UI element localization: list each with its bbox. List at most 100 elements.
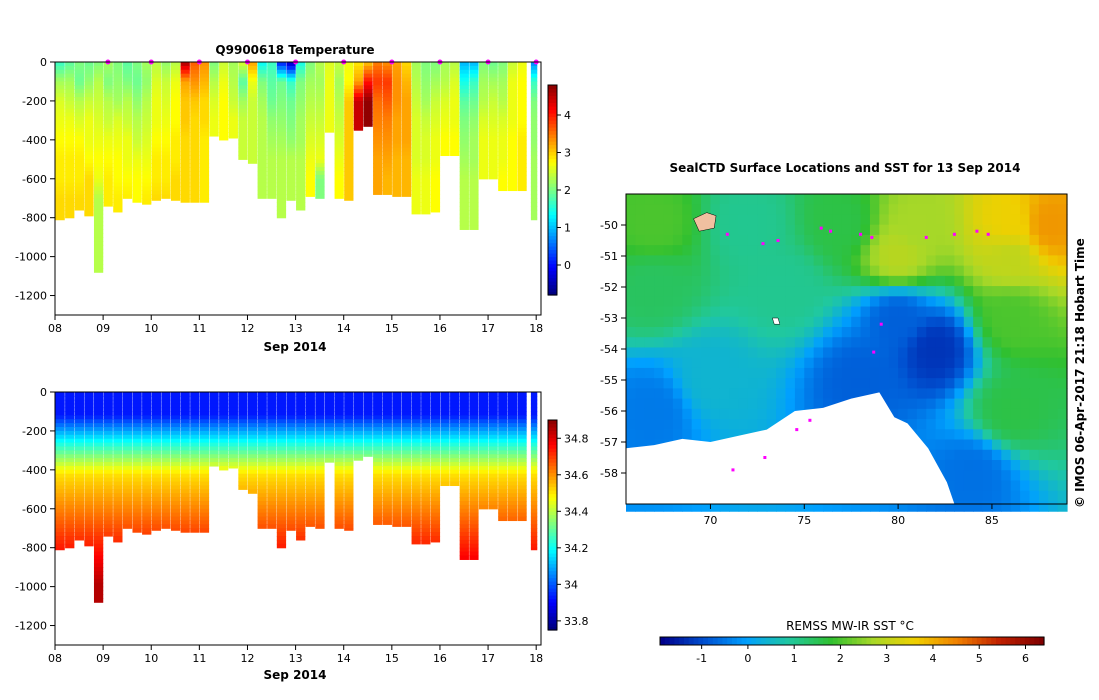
sst-cell [832,224,843,236]
temperature-cell [209,120,219,125]
salinity-cell [257,520,267,525]
salinity-cell [122,430,133,436]
salinity-cell [103,497,113,502]
salinity-cell [247,419,258,424]
salinity-cell [382,395,392,401]
salinity-cell [305,442,315,448]
salinity-cell [190,458,200,463]
salinity-cell [55,450,65,455]
salinity-cell [459,399,469,405]
salinity-cell [122,469,133,475]
sst-cell [982,347,993,359]
salinity-cell [411,438,421,444]
salinity-cell [113,454,123,459]
sst-cell [719,337,730,349]
sst-cell [785,275,796,287]
salinity-cell [334,427,344,432]
temperature-cell [373,81,383,86]
salinity-cell [450,481,460,487]
colorbar-swatch [548,144,557,149]
salinity-cell [113,423,123,428]
temperature-cell [247,147,258,153]
temperature-cell [469,77,479,83]
temperature-cell [411,135,421,141]
salinity-cell [344,528,354,531]
sst-cell [954,296,965,308]
temperature-cell [247,128,258,133]
temperature-cell [344,194,354,199]
sst-cell [663,286,674,297]
salinity-cell [305,469,315,475]
salinity-cell [507,427,518,432]
salinity-cell [65,469,75,475]
temperature-cell [219,93,229,98]
colorbar-swatch [548,420,557,425]
sst-cell [691,234,702,246]
temperature-cell [421,132,431,137]
salinity-cell [93,493,104,498]
salinity-cell [190,462,200,467]
salinity-cell [267,419,277,424]
salinity-cell [315,419,325,424]
temperature-cell [459,104,469,110]
temperature-cell [478,81,489,86]
temperature-cell [180,65,190,71]
salinity-cell [517,419,527,424]
temperature-cell [305,85,315,90]
temperature-cell [151,77,161,83]
sst-cell [766,337,777,349]
salinity-cell [132,520,142,525]
sst-cell [991,500,1002,512]
temperature-cell [199,198,210,203]
sst-cell [757,275,768,287]
salinity-cell [382,399,392,405]
salinity-cell [517,493,527,498]
salinity-cell [459,524,469,529]
temperature-cell [103,77,113,83]
temperature-cell [411,124,421,129]
sst-cell [626,357,636,369]
salinity-cell [488,430,498,436]
temperature-cell [392,100,402,106]
salinity-cell [247,446,258,451]
temperature-cell [93,100,104,106]
temperature-cell [209,100,219,106]
sst-cell [794,296,805,308]
temperature-cell [93,170,104,176]
salinity-cell [161,438,171,444]
salinity-cell [488,419,498,424]
sst-cell [851,214,862,226]
sst-cell [888,316,899,328]
salinity-cell [530,504,538,510]
sst-cell [644,194,655,205]
temperature-cell [199,163,210,168]
temperature-cell [55,77,65,83]
sst-cell [804,286,815,297]
salinity-cell [84,477,94,483]
salinity-cell [430,508,441,514]
sst-cell [898,265,909,277]
salinity-cell [199,516,210,522]
temperature-cell [103,194,113,199]
temperature-cell [228,132,238,137]
temperature-cell [401,182,412,188]
temperature-cell [247,62,258,67]
salinity-cell [392,500,402,506]
colorbar-swatch [548,109,557,114]
salinity-cell [84,539,94,545]
salinity-cell [151,403,161,409]
salinity-cell [199,399,210,405]
temperature-cell [401,155,412,160]
temperature-cell [180,186,190,192]
temperature-cell [344,139,354,145]
salinity-cell [228,395,238,401]
sst-cell [804,296,815,308]
temperature-cell [296,97,306,102]
salinity-cell [209,462,219,467]
temperature-cell [430,178,441,184]
salinity-cell [507,407,518,413]
salinity-cell [373,520,383,525]
temperature-cell [122,108,133,114]
sst-cell [851,265,862,277]
sst-cell [663,234,674,246]
